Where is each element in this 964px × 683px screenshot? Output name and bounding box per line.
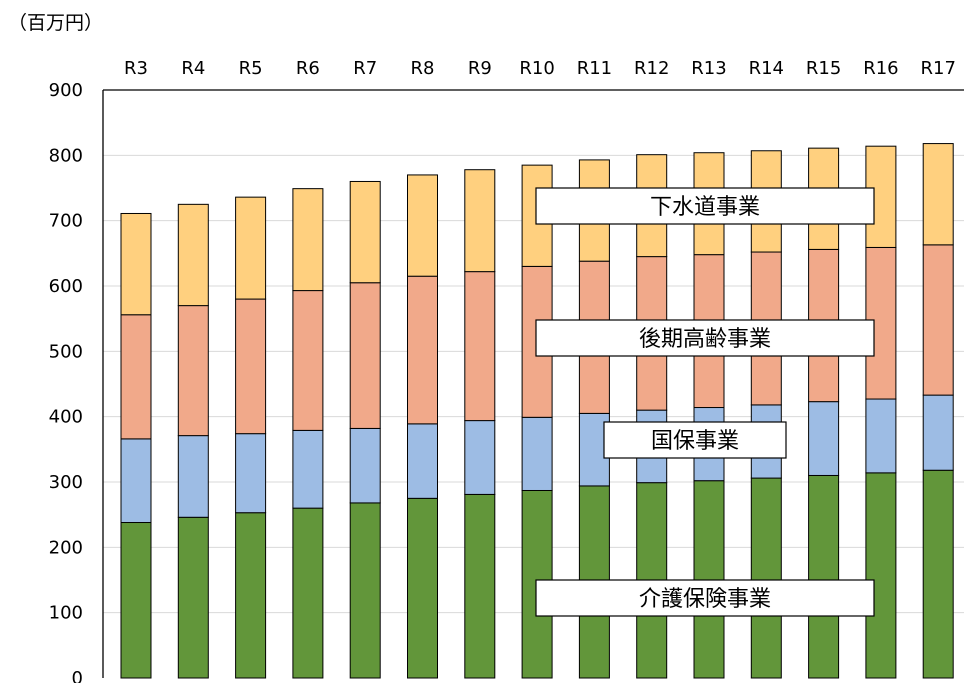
bar-segment [922, 143, 954, 246]
bar-segment [464, 493, 496, 679]
bar-segment [177, 435, 209, 518]
bar-segment [235, 196, 267, 300]
bar-segment [120, 438, 152, 524]
y-tick-label: 700 [49, 211, 83, 232]
x-tick-label: R10 [519, 58, 554, 79]
bar-segment [865, 398, 897, 474]
series-label: 国保事業 [651, 429, 739, 454]
y-tick-label: 900 [49, 80, 83, 101]
y-tick-label: 500 [49, 341, 83, 362]
x-tick-label: R8 [411, 58, 435, 79]
y-tick-label: 200 [49, 537, 83, 558]
bar-segment [922, 244, 954, 396]
bar-segment [693, 480, 725, 679]
bar-segment [464, 420, 496, 495]
series-label-box [535, 579, 875, 617]
bar-segment [120, 212, 152, 316]
bar-segment [177, 203, 209, 307]
series-label: 介護保険事業 [639, 587, 771, 612]
y-tick-label: 800 [49, 145, 83, 166]
series-label-box [535, 319, 875, 357]
bar-segment [349, 282, 381, 429]
series-label-box [603, 421, 787, 459]
x-tick-label: R3 [124, 58, 148, 79]
y-tick-label: 600 [49, 276, 83, 297]
bar-segment [235, 433, 267, 514]
bar-segment [177, 305, 209, 437]
y-tick-label: 100 [49, 603, 83, 624]
x-tick-label: R14 [749, 58, 784, 79]
bar-segment [407, 423, 438, 499]
bar-segment [865, 472, 897, 679]
bar-segment [922, 394, 954, 471]
y-tick-label: 300 [49, 472, 83, 493]
bar-segment [177, 516, 209, 679]
bar-segment [349, 180, 381, 284]
bar-segment [922, 469, 954, 679]
bar-segment [407, 174, 438, 277]
series-label-box [535, 187, 875, 225]
bar-segment [292, 429, 324, 509]
series-label: 後期高齢事業 [639, 327, 771, 352]
unit-label: （百万円） [8, 12, 104, 34]
bar-segment [750, 477, 782, 679]
bar-segment [808, 474, 840, 679]
series-label: 下水道事業 [650, 195, 760, 220]
x-tick-label: R4 [181, 58, 205, 79]
y-tick-label: 0 [72, 668, 83, 683]
x-tick-label: R5 [239, 58, 263, 79]
bar-segment [292, 290, 324, 431]
bar-segment [407, 275, 438, 425]
bar-segment [521, 416, 553, 491]
x-tick-label: R7 [353, 58, 377, 79]
bar-segment [235, 298, 267, 435]
x-tick-label: R15 [806, 58, 841, 79]
bar-segment [407, 497, 438, 679]
bar-segment [292, 188, 324, 292]
x-tick-label: R13 [691, 58, 726, 79]
bar-segment [464, 271, 496, 422]
bar-segment [464, 169, 496, 273]
bar-segment [349, 502, 381, 679]
bar-segment [120, 314, 152, 440]
y-tick-label: 400 [49, 407, 83, 428]
x-tick-label: R9 [468, 58, 492, 79]
x-tick-label: R12 [634, 58, 669, 79]
bar-segment [349, 427, 381, 504]
x-tick-label: R16 [863, 58, 898, 79]
bar-segment [292, 507, 324, 679]
x-tick-label: R11 [577, 58, 612, 79]
bar-segment [235, 512, 267, 679]
bar-segment [808, 401, 840, 476]
x-tick-label: R6 [296, 58, 320, 79]
x-tick-label: R17 [920, 58, 955, 79]
bar-segment [120, 522, 152, 679]
